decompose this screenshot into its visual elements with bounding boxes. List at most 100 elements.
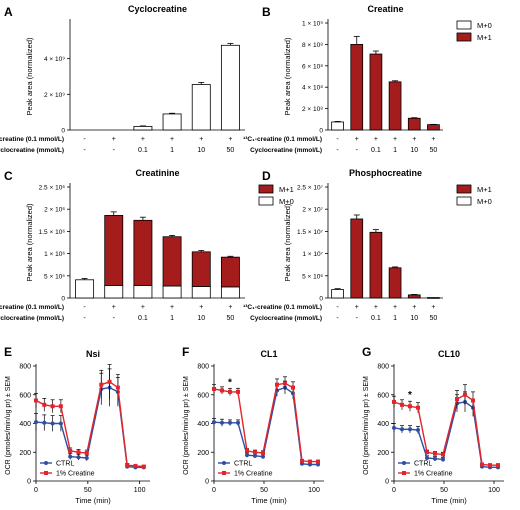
legend-label: M+0: [279, 197, 294, 206]
x-tick-label: 0: [34, 487, 38, 494]
treatment-cell: +: [228, 304, 232, 311]
data-point: [291, 385, 295, 390]
y-tick-label: 1 × 10⁶: [44, 251, 65, 258]
bar: [220, 286, 240, 299]
legend-label: 1% Creatine: [56, 471, 95, 478]
treatment-cell: +: [141, 304, 145, 311]
treatment-cell: -: [336, 147, 339, 154]
panel-letter: B: [262, 5, 271, 19]
y-tick-label: 800: [197, 364, 209, 371]
legend-label: CTRL: [234, 461, 252, 468]
y-tick-label: 0: [319, 128, 323, 135]
y-tick-label: 8 × 10⁸: [302, 42, 323, 49]
treatment-row-label: ¹³C₁-creatine (0.1 mmol/L): [243, 304, 322, 311]
data-point: [261, 454, 265, 459]
legend-label: M+1: [279, 185, 294, 194]
treatment-cell: +: [112, 304, 116, 311]
bar: [427, 297, 440, 299]
treatment-cell: 1: [170, 147, 174, 154]
x-tick-label: 100: [488, 487, 500, 494]
y-tick-label: 400: [377, 421, 389, 428]
data-point: [76, 450, 81, 455]
treatment-cell: 1: [393, 147, 397, 154]
data-point: [253, 453, 257, 458]
treatment-cell: +: [374, 304, 378, 311]
treatment-cell: -: [336, 304, 339, 311]
data-point: [496, 463, 500, 468]
treatment-cell: 50: [430, 315, 438, 322]
y-axis-label: OCR (pmoles/min/ug pr) ± SEM: [363, 376, 370, 475]
panel-B: B Creatine 0 2 × 10⁸ 4 × 10⁸ 6 × 10⁸ 8 × 10⁸ 1 …: [243, 4, 492, 154]
data-point: [228, 389, 232, 394]
data-point: [316, 459, 320, 464]
legend-label: CTRL: [414, 461, 432, 468]
legend-swatch: [456, 20, 472, 30]
chart-title: Nsi: [86, 349, 100, 359]
treatment-cell: +: [393, 136, 397, 143]
panel-letter: G: [362, 345, 371, 359]
y-tick-label: 0: [61, 128, 65, 135]
data-point: [261, 450, 265, 455]
data-point: [392, 425, 396, 430]
treatment-cell: +: [355, 136, 359, 143]
legend-marker: [222, 471, 226, 475]
treatment-cell: -: [113, 315, 116, 322]
bar: [104, 215, 124, 286]
x-tick-label: 100: [134, 487, 146, 494]
panel-A: A Cyclocreatine 0 2 × 10⁹ 4 × 10⁹ Peak area (…: [0, 4, 245, 154]
bar: [191, 251, 211, 287]
data-point: [107, 379, 112, 384]
data-point: [441, 452, 445, 457]
legend-label: 1% Creatine: [234, 471, 273, 478]
x-tick-label: 100: [308, 487, 320, 494]
significance-marker: *: [408, 390, 412, 401]
panel-C: C Creatinine 0 5 × 10⁵ 1 × 10⁶ 1.5 × 10⁶ 2 × 1…: [0, 168, 294, 322]
treatment-cell: +: [141, 136, 145, 143]
data-point: [212, 387, 216, 391]
treatment-cell: 0.1: [138, 315, 148, 322]
y-axis-label: Peak area (normalized): [25, 37, 34, 115]
treatment-cell: +: [170, 136, 174, 143]
chart-title: Phosphocreatine: [349, 168, 422, 178]
treatment-cell: 10: [410, 315, 418, 322]
data-point: [408, 404, 412, 409]
data-point: [275, 382, 279, 387]
treatment-cell: -: [83, 136, 86, 143]
data-point: [42, 402, 47, 407]
chart-title: CL1: [260, 349, 277, 359]
treatment-cell: 50: [227, 147, 235, 154]
treatment-row-label: ¹³C₁-creatine (0.1 mmol/L): [0, 304, 64, 311]
bar: [191, 286, 211, 299]
panel-F: F CL1 0 200 400 600 800 0 50 100 Time (min) OCR (pm…: [182, 345, 324, 505]
treatment-cell: +: [199, 136, 203, 143]
legend-swatch: [456, 196, 472, 206]
y-tick-label: 2.5 × 10⁶: [39, 185, 66, 192]
bar: [331, 289, 344, 299]
x-tick-label: 0: [212, 487, 216, 494]
legend-marker: [402, 471, 406, 475]
data-point: [416, 427, 420, 432]
chart-title: Creatinine: [135, 168, 179, 178]
y-axis-label: Peak area (normalized): [283, 37, 292, 115]
data-point: [488, 463, 492, 468]
legend-label: CTRL: [56, 461, 74, 468]
treatment-row-label: Cyclocreatine (mmol/L): [0, 147, 64, 154]
treatment-cell: +: [393, 304, 397, 311]
y-axis-label: OCR (pmoles/min/ug pr) ± SEM: [5, 376, 12, 475]
data-point: [58, 404, 63, 409]
data-point: [408, 427, 412, 432]
legend-label: 1% Creatine: [414, 471, 453, 478]
data-point: [76, 455, 81, 460]
y-tick-label: 800: [377, 364, 389, 371]
data-point: [133, 463, 138, 468]
treatment-cell: -: [356, 315, 359, 322]
data-point: [125, 463, 130, 468]
treatment-cell: +: [431, 136, 435, 143]
panel-letter: F: [182, 345, 189, 359]
treatment-row-label: Cyclocreatine (mmol/L): [250, 147, 322, 154]
treatment-cell: 10: [197, 315, 205, 322]
data-point: [245, 448, 249, 453]
legend-marker: [44, 471, 48, 475]
treatment-row-label: Cyclocreatine (mmol/L): [250, 315, 322, 322]
data-point: [220, 388, 224, 393]
